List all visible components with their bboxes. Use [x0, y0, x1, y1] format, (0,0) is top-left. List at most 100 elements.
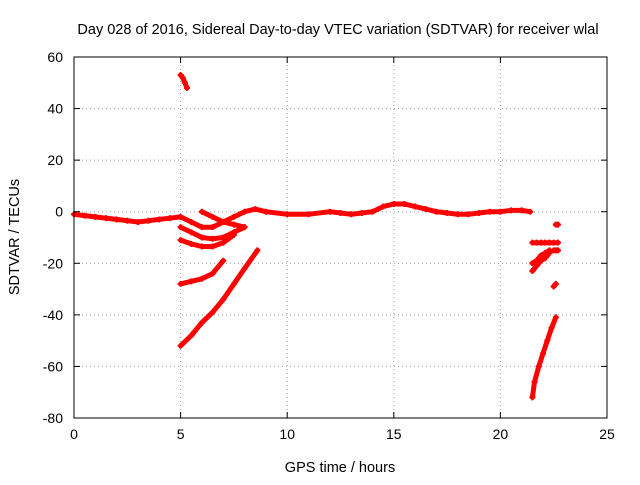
data-point: [230, 231, 237, 238]
data-point: [422, 206, 429, 213]
series-main-band: [71, 201, 533, 230]
series-spike-high: [178, 72, 190, 91]
data-point: [92, 213, 99, 220]
data-point: [241, 265, 248, 272]
data-point: [527, 208, 534, 215]
data-point: [220, 219, 227, 226]
data-point: [540, 350, 547, 357]
data-point: [537, 257, 544, 264]
data-point: [81, 212, 88, 219]
data-point: [209, 270, 216, 277]
data-point: [177, 213, 184, 220]
data-point: [476, 210, 483, 217]
data-point: [380, 203, 387, 210]
data-point: [230, 280, 237, 287]
data-point: [552, 280, 559, 287]
data-point: [220, 234, 227, 241]
data-point: [113, 216, 120, 223]
data-point: [465, 211, 472, 218]
data-point: [188, 240, 195, 247]
data-point: [508, 207, 515, 214]
data-point: [390, 200, 397, 207]
data-point: [188, 278, 195, 285]
data-point: [548, 324, 555, 331]
plot-frame: [73, 56, 608, 419]
data-point: [305, 211, 312, 218]
y-tick-label: -20: [43, 255, 63, 271]
data-point: [177, 342, 184, 349]
x-tick-label: 25: [599, 426, 615, 442]
data-point: [554, 221, 561, 228]
grid: [74, 57, 607, 418]
data-point: [529, 268, 536, 275]
data-point: [254, 247, 261, 254]
data-point: [369, 208, 376, 215]
data-point: [198, 224, 205, 231]
data-point: [220, 257, 227, 264]
data-point: [183, 84, 190, 91]
data-point: [554, 247, 561, 254]
y-tick-label: -40: [43, 307, 63, 323]
data-point: [535, 363, 542, 370]
data-point: [124, 217, 131, 224]
ticks: 0 5 10 15 20 25 -80 -60 -40 -20 0 20 40 60: [43, 49, 615, 442]
data-point: [177, 224, 184, 231]
data-point: [181, 79, 188, 86]
series-descending-long: [178, 247, 260, 349]
data-point: [529, 394, 536, 401]
data-point: [209, 243, 216, 250]
data-point: [145, 217, 152, 224]
data-point: [209, 235, 216, 242]
data-point: [241, 208, 248, 215]
data-point: [179, 74, 186, 81]
data-point: [284, 211, 291, 218]
data-point: [529, 260, 536, 267]
data-point: [198, 208, 205, 215]
data-point: [486, 208, 493, 215]
data-point: [230, 221, 237, 228]
data-point: [544, 337, 551, 344]
data-point: [531, 378, 538, 385]
data-point: [433, 208, 440, 215]
data-point: [198, 275, 205, 282]
data-point: [177, 280, 184, 287]
data-point: [533, 262, 540, 269]
data-point: [546, 249, 553, 256]
data-point: [102, 215, 109, 222]
x-axis-label: GPS time / hours: [285, 460, 395, 476]
data-point: [177, 237, 184, 244]
data-point: [537, 252, 544, 259]
data-point: [220, 239, 227, 246]
data-point: [497, 208, 504, 215]
data-point: [262, 208, 269, 215]
data-point: [326, 208, 333, 215]
data-point: [337, 210, 344, 217]
data-point: [542, 255, 549, 262]
x-tick-label: 10: [279, 426, 295, 442]
data-point: [358, 210, 365, 217]
data-point: [230, 213, 237, 220]
y-axis-label: SDTVAR / TECUs: [7, 179, 23, 295]
data-point: [401, 200, 408, 207]
data-point: [552, 314, 559, 321]
x-tick-label: 5: [177, 426, 185, 442]
data-point: [188, 219, 195, 226]
y-tick-label: 20: [47, 152, 63, 168]
data-point: [412, 203, 419, 210]
data-point: [220, 296, 227, 303]
y-tick-label: 60: [47, 49, 63, 65]
data-point: [198, 243, 205, 250]
x-tick-label: 20: [493, 426, 509, 442]
data-series: [71, 72, 561, 401]
data-point: [209, 309, 216, 316]
data-point: [518, 207, 525, 214]
chart-title: Day 028 of 2016, Sidereal Day-to-day VTE…: [77, 22, 598, 38]
y-tick-label: -60: [43, 358, 63, 374]
data-point: [554, 239, 561, 246]
data-point: [188, 229, 195, 236]
data-point: [348, 211, 355, 218]
data-point: [241, 224, 248, 231]
data-point: [198, 234, 205, 241]
